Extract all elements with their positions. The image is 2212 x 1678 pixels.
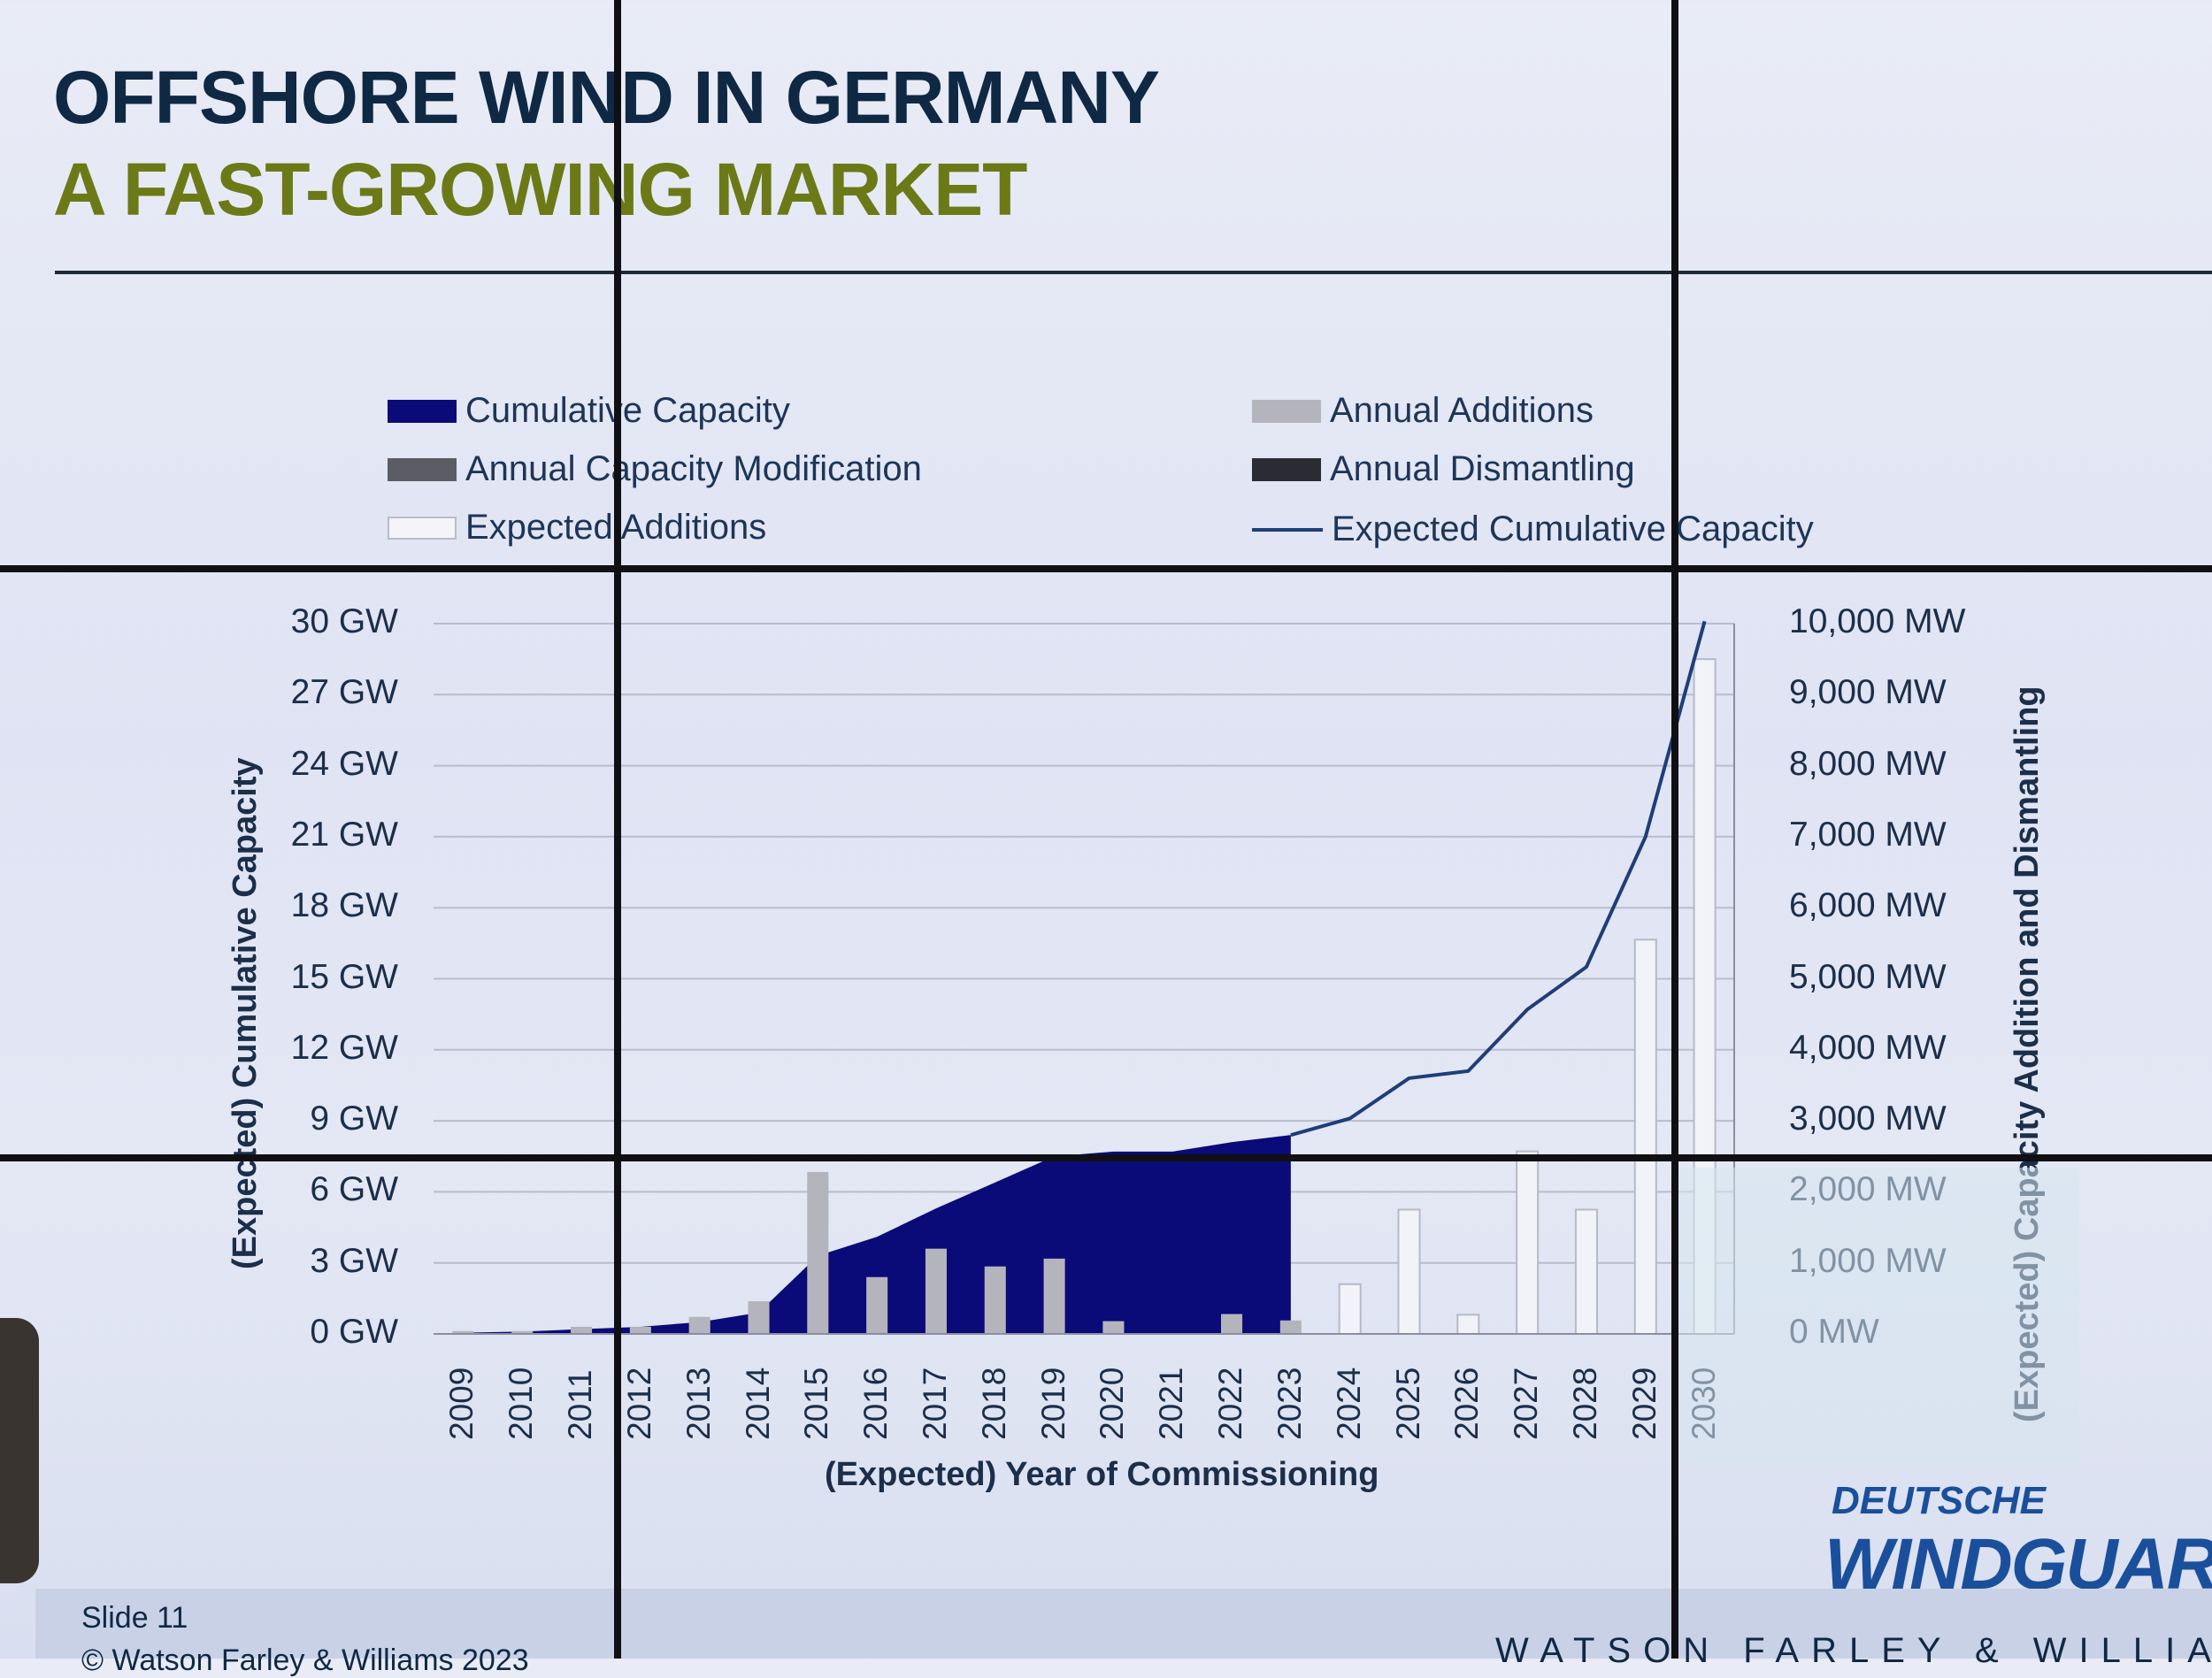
footer-bar [35,1589,2212,1659]
legend-swatch [1252,527,1323,532]
expected-additions-bar [1516,1150,1540,1336]
left-tick-label: 30 GW [290,602,398,640]
expected-additions-bar [1574,1208,1598,1335]
annual-additions-bar [807,1171,829,1334]
annual-additions-bar [1279,1320,1302,1334]
x-tick-label: 2029 [1625,1367,1663,1440]
annual-additions-bar [452,1330,474,1334]
display-bezel-horizontal [0,565,2212,572]
legend-label: Annual Dismantling [1330,449,1635,488]
left-tick-label: 12 GW [290,1028,398,1067]
foreground-object [0,1318,39,1583]
x-tick-label: 2012 [620,1367,657,1440]
x-tick-label: 2013 [680,1367,717,1440]
annual-additions-bar [1043,1258,1065,1334]
logo-backdrop [1672,1168,2079,1468]
left-tick-label: 6 GW [310,1170,398,1209]
display-bezel-vertical [614,0,621,1659]
x-tick-label: 2009 [443,1367,480,1440]
annual-additions-bar [1102,1321,1125,1334]
x-tick-label: 2025 [1389,1367,1426,1440]
legend-label: Cumulative Capacity [465,391,790,430]
legend-annual-dismantling: Annual Dismantling [1252,449,1635,489]
x-tick-label: 2011 [562,1369,599,1440]
legend-annual-additions: Annual Additions [1252,391,1594,431]
annual-additions-bar [1221,1314,1243,1334]
x-tick-label: 2020 [1094,1367,1131,1440]
x-tick-label: 2017 [916,1367,953,1440]
x-tick-label: 2019 [1034,1367,1071,1440]
display-bezel-horizontal [0,1154,2212,1161]
right-tick-label: 3,000 MW [1789,1100,1947,1138]
x-tick-label: 2014 [739,1367,776,1440]
annual-additions-bar [925,1248,947,1334]
left-tick-label: 9 GW [310,1100,398,1138]
legend-label: Annual Capacity Modification [465,449,922,488]
footer-brand: WATSON FARLEY & WILLIAMS [1495,1631,2212,1670]
slide-number: Slide 11 [81,1601,188,1635]
right-tick-label: 10,000 MW [1789,602,1966,640]
expected-additions-bar [1397,1208,1421,1335]
x-tick-label: 2022 [1212,1367,1249,1440]
annual-additions-bar [571,1326,593,1334]
legend-swatch [1252,399,1321,423]
left-tick-label: 27 GW [290,673,398,712]
left-tick-label: 24 GW [290,744,398,783]
x-tick-label: 2028 [1566,1367,1603,1440]
x-tick-label: 2026 [1448,1367,1486,1440]
copyright-text: © Watson Farley & Williams 2023 [81,1644,529,1677]
logo-text-deutsche: DEUTSCHE [1832,1479,2047,1522]
legend-label: Annual Additions [1330,391,1594,430]
legend-swatch [388,516,457,540]
legend-expected-cumulative-capacity: Expected Cumulative Capacity [1252,510,1814,549]
legend-annual-capacity-modification: Annual Capacity Modification [388,449,922,489]
legend-label: Expected Cumulative Capacity [1332,510,1814,548]
expected-additions-bar [1633,939,1657,1335]
x-tick-label: 2023 [1271,1367,1308,1440]
left-tick-label: 21 GW [290,815,398,854]
expected-cumulative-line [1290,620,1707,1138]
display-bezel-vertical [1671,0,1678,1659]
annual-additions-bar [984,1266,1006,1334]
x-tick-label: 2015 [798,1367,835,1440]
right-tick-label: 6,000 MW [1789,886,1947,925]
slide-title: OFFSHORE WIND IN GERMANY [53,56,1160,139]
right-tick-label: 7,000 MW [1789,815,1947,854]
x-tick-label: 2024 [1330,1367,1367,1440]
expected-additions-bar [1338,1283,1362,1336]
x-tick-label: 2027 [1508,1367,1545,1440]
right-tick-label: 9,000 MW [1789,673,1947,712]
x-axis-title: (Expected) Year of Commissioning [825,1456,1379,1493]
slide-subtitle: A FAST-GROWING MARKET [53,148,1027,231]
left-tick-label: 18 GW [290,886,398,925]
left-tick-label: 0 GW [310,1313,398,1351]
x-tick-label: 2016 [857,1367,895,1440]
legend-swatch [1252,457,1321,481]
legend-swatch [388,399,457,423]
title-divider [55,271,2212,274]
cumulative-capacity-area [463,1135,1291,1334]
right-tick-label: 4,000 MW [1789,1028,1947,1067]
right-tick-label: 8,000 MW [1789,744,1947,783]
legend-swatch [388,457,457,481]
left-tick-label: 15 GW [290,957,398,996]
annual-additions-bar [748,1301,770,1334]
x-tick-label: 2018 [975,1367,1012,1440]
left-tick-label: 3 GW [310,1241,398,1280]
expected-additions-bar [1456,1314,1480,1335]
annual-additions-bar [688,1316,710,1334]
right-tick-label: 5,000 MW [1789,957,1947,996]
annual-additions-bar [629,1326,651,1334]
annual-additions-bar [511,1330,534,1334]
x-tick-label: 2010 [503,1367,540,1440]
annual-additions-bar [866,1276,888,1334]
x-tick-label: 2021 [1153,1367,1190,1440]
legend-cumulative-capacity: Cumulative Capacity [388,391,790,431]
